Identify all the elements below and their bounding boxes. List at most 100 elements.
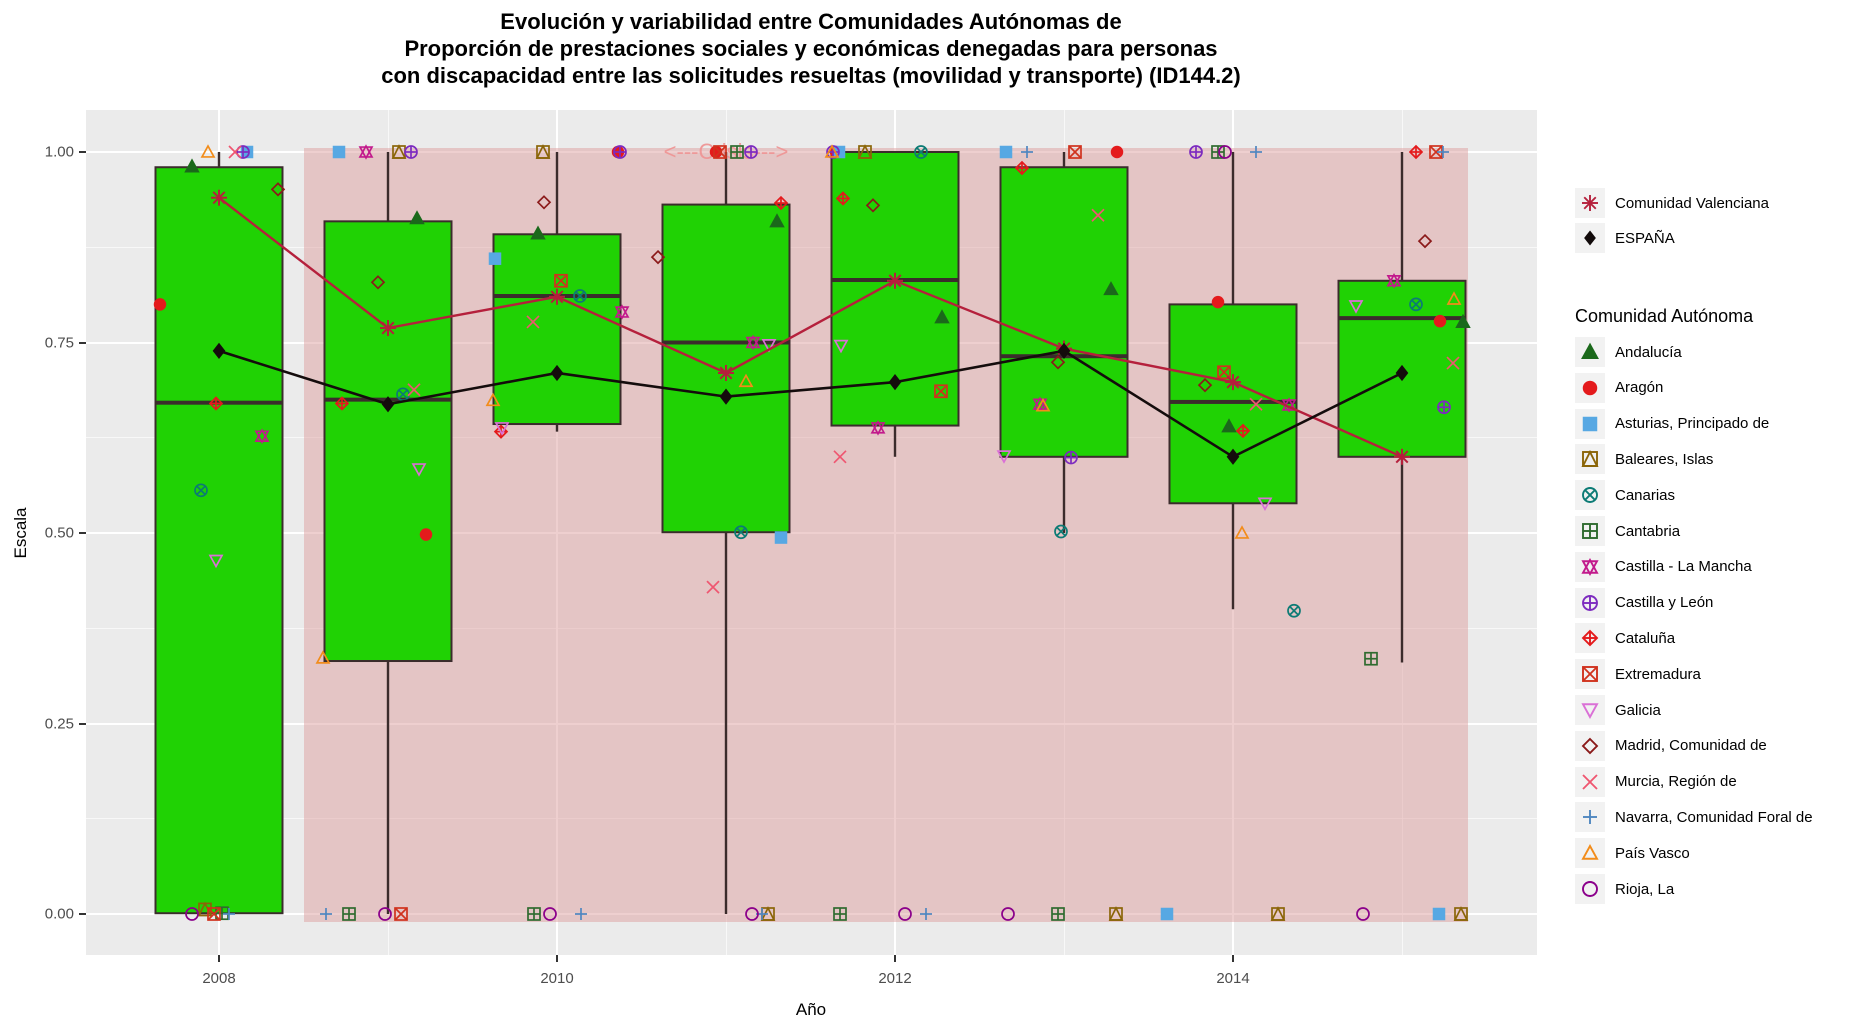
x-tick-label: 2012 xyxy=(878,970,912,987)
legend-item-label: Castilla - La Mancha xyxy=(1615,558,1752,576)
legend-item-label: Canarias xyxy=(1615,486,1676,504)
legend-item: Canarias xyxy=(1575,480,1676,511)
legend-item: Comunidad Valenciana xyxy=(1575,188,1769,218)
point-glyph xyxy=(1581,737,1599,755)
legend-item: Aragón xyxy=(1575,372,1664,403)
legend-key-icon xyxy=(1575,695,1605,725)
legend-key-icon xyxy=(1575,623,1605,654)
x-tick-mark xyxy=(1232,955,1234,962)
legend-item-label: Asturias, Principado de xyxy=(1615,415,1770,433)
legend-item-label: Murcia, Región de xyxy=(1615,773,1737,791)
point-glyph xyxy=(1582,416,1598,431)
title-line-2: Proporción de prestaciones sociales y ec… xyxy=(404,36,1218,61)
x-tick-label: 2010 xyxy=(540,970,574,987)
legend-item: Extremadura xyxy=(1575,659,1701,690)
legend-key-icon xyxy=(1575,480,1605,511)
legend-key-icon xyxy=(1575,587,1605,618)
point-glyph xyxy=(1582,195,1598,211)
point-glyph xyxy=(1583,810,1597,825)
point-glyph xyxy=(1582,380,1598,396)
y-axis-title: Escala xyxy=(11,507,30,559)
point-glyph xyxy=(1582,666,1598,683)
legend-item-label: Aragón xyxy=(1615,379,1664,397)
x-tick-mark xyxy=(218,955,220,962)
point-glyph xyxy=(1582,523,1598,539)
point-glyph xyxy=(1581,450,1599,468)
title-line-3: con discapacidad entre las solicitudes r… xyxy=(381,63,1241,88)
chart-title: Evolución y variabilidad entre Comunidad… xyxy=(381,8,1241,89)
y-tick-label: 0.75 xyxy=(44,334,74,351)
title-line-1: Evolución y variabilidad entre Comunidad… xyxy=(500,9,1122,34)
point-glyph xyxy=(1581,844,1599,860)
x-tick-mark xyxy=(556,955,558,962)
legend-item: Asturias, Principado de xyxy=(1575,408,1770,439)
legend-item: Baleares, Islas xyxy=(1575,444,1714,475)
crisis-annotation: <---Crisis---> xyxy=(663,139,789,164)
y-tick-label: 0.50 xyxy=(44,524,74,542)
y-tick-mark xyxy=(79,722,86,725)
legend-key-icon xyxy=(1575,838,1605,869)
legend-item-label: Madrid, Comunidad de xyxy=(1615,737,1767,755)
legend-key-icon xyxy=(1575,730,1605,761)
legend-item: Navarra, Comunidad Foral de xyxy=(1575,802,1813,833)
legend-item-label: Cataluña xyxy=(1615,629,1676,647)
legend-item-label: Castilla y León xyxy=(1615,594,1714,612)
legend-item-label: País Vasco xyxy=(1615,844,1690,862)
legend-key-icon xyxy=(1575,802,1605,833)
point-glyph xyxy=(1581,557,1599,576)
legend-item: Andalucía xyxy=(1575,337,1682,367)
y-tick-mark xyxy=(79,341,86,344)
y-tick-mark xyxy=(79,151,86,153)
legend-key-icon xyxy=(1575,516,1605,546)
legend-item: Madrid, Comunidad de xyxy=(1575,730,1767,761)
y-tick-label: 0.25 xyxy=(44,715,74,732)
point-glyph xyxy=(1582,487,1598,504)
legend-item: Castilla y León xyxy=(1575,587,1714,618)
legend-key-icon xyxy=(1575,408,1605,439)
point-glyph xyxy=(1581,703,1599,719)
legend-item-label: Navarra, Comunidad Foral de xyxy=(1615,808,1813,826)
legend-item: ESPAÑA xyxy=(1575,223,1675,253)
point-glyph xyxy=(1581,630,1599,647)
legend-item: País Vasco xyxy=(1575,838,1690,869)
legend-item: Murcia, Región de xyxy=(1575,766,1737,797)
legend-key-icon xyxy=(1575,188,1605,218)
x-tick-label: 2014 xyxy=(1216,970,1250,987)
legend-item-label: ESPAÑA xyxy=(1615,229,1675,247)
legend-item: Cataluña xyxy=(1575,623,1676,654)
legend-key-icon xyxy=(1575,551,1605,582)
legend-item: Galicia xyxy=(1575,695,1661,725)
legend-item: Castilla - La Mancha xyxy=(1575,551,1752,582)
crisis-region xyxy=(303,148,1468,922)
legend-item-label: Rioja, La xyxy=(1615,880,1675,898)
x-axis-title: Año xyxy=(795,1000,827,1019)
legend-item-label: Cantabria xyxy=(1615,522,1681,540)
y-tick-label: 0.00 xyxy=(44,905,74,923)
point-glyph xyxy=(1584,230,1596,246)
x-tick-label: 2008 xyxy=(202,970,236,987)
legend-key-icon xyxy=(1575,659,1605,690)
legend-item: Cantabria xyxy=(1575,516,1680,546)
point-glyph xyxy=(1582,881,1598,897)
legend-item-label: Andalucía xyxy=(1615,343,1682,361)
y-tick-label: 1.00 xyxy=(44,143,74,161)
legend-key-icon xyxy=(1575,874,1605,904)
point-glyph xyxy=(1581,342,1599,359)
point-glyph xyxy=(1582,594,1598,611)
legend-item-label: Extremadura xyxy=(1615,665,1701,683)
y-tick-mark xyxy=(79,913,86,915)
legend-key-icon xyxy=(1575,337,1605,367)
legend-key-icon xyxy=(1575,766,1605,797)
legend-key-icon xyxy=(1575,223,1605,253)
legend-key-icon xyxy=(1575,372,1605,403)
legend-item-label: Comunidad Valenciana xyxy=(1615,194,1769,212)
y-tick-mark xyxy=(79,532,86,534)
point-glyph xyxy=(1582,773,1598,790)
legend-item: Rioja, La xyxy=(1575,874,1674,904)
x-tick-mark xyxy=(894,955,896,962)
legend-title: Comunidad Autónoma xyxy=(1575,306,1754,326)
legend-item-label: Galicia xyxy=(1615,701,1661,719)
legend-key-icon xyxy=(1575,444,1605,475)
legend-item-label: Baleares, Islas xyxy=(1615,450,1714,468)
